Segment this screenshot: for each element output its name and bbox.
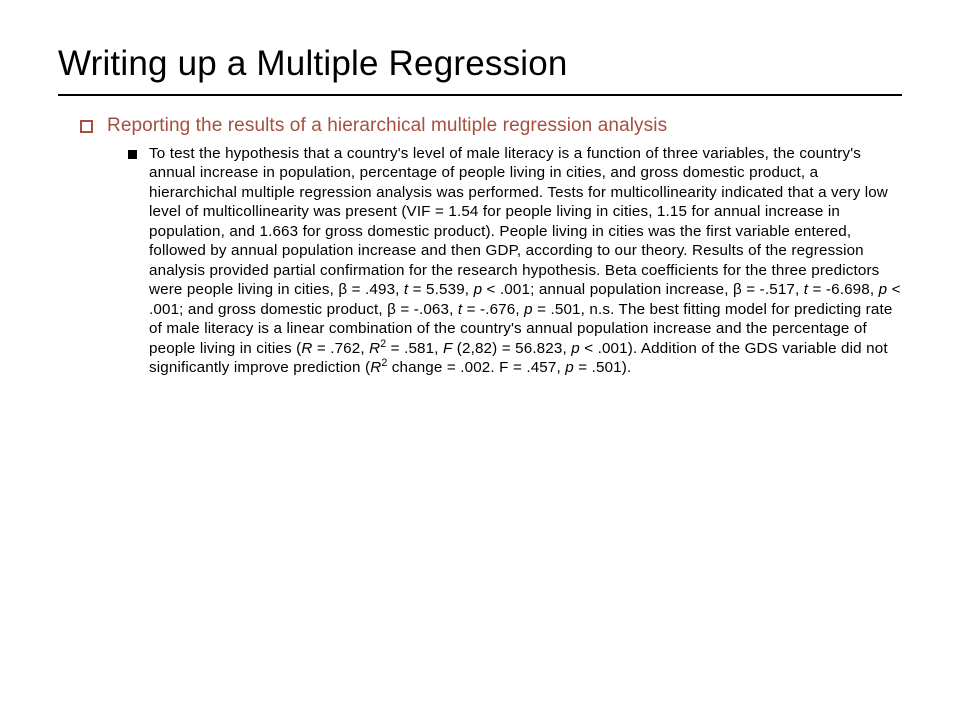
text-run: = -6.698,	[808, 281, 878, 298]
text-run: change = .002. F = .457,	[387, 359, 565, 376]
bullet-level1: Reporting the results of a hierarchical …	[80, 114, 902, 138]
body-paragraph: To test the hypothesis that a country's …	[149, 144, 902, 377]
stat-R: R	[370, 359, 381, 376]
bullet-level2: To test the hypothesis that a country's …	[80, 144, 902, 377]
stat-p: p	[879, 281, 888, 298]
square-outline-icon	[80, 120, 93, 133]
slide: Writing up a Multiple Regression Reporti…	[0, 0, 960, 720]
slide-body: Reporting the results of a hierarchical …	[58, 114, 902, 377]
stat-R: R	[369, 340, 380, 357]
stat-F: F	[443, 340, 452, 357]
text-run: = .581,	[386, 340, 443, 357]
level1-text: Reporting the results of a hierarchical …	[107, 114, 667, 138]
square-filled-icon	[128, 150, 137, 159]
stat-R: R	[301, 340, 312, 357]
stat-p: p	[565, 359, 574, 376]
text-run: = 5.539,	[408, 281, 473, 298]
text-run: < .001; annual population increase, β = …	[482, 281, 804, 298]
text-run: (2,82) = 56.823,	[452, 340, 571, 357]
stat-p: p	[524, 301, 533, 318]
stat-p: p	[571, 340, 580, 357]
title-divider	[58, 94, 902, 96]
text-run: To test the hypothesis that a country's …	[149, 145, 888, 298]
text-run: = .501).	[574, 359, 632, 376]
text-run: = -.676,	[462, 301, 524, 318]
text-run: = .762,	[312, 340, 369, 357]
stat-p: p	[474, 281, 483, 298]
slide-title: Writing up a Multiple Regression	[58, 44, 902, 84]
